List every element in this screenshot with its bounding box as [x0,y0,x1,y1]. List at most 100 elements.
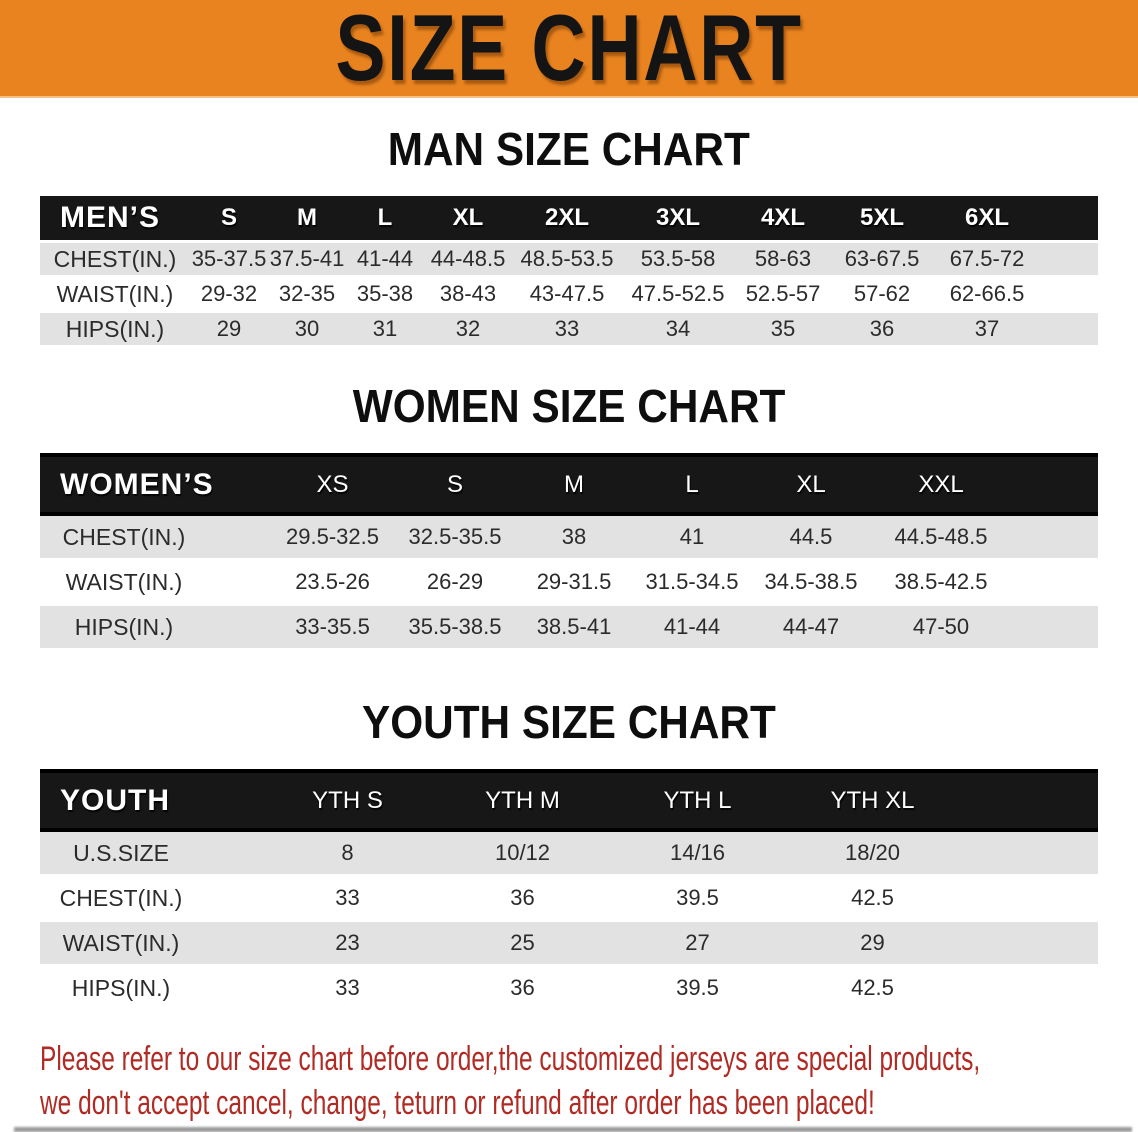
column-header-cell: YTH M [435,769,610,832]
value-cell: 42.5 [785,874,960,921]
table-row: WAIST(IN.) 29-32 32-35 35-38 38-43 43-47.5 47.… [40,275,1098,312]
column-header-cell: M [268,196,346,242]
spacer-cell [1011,603,1098,648]
column-header-cell: XS [270,453,395,516]
man-size-chart-heading-text: MAN SIZE CHART [387,123,751,175]
value-cell: 33-35.5 [270,603,395,648]
value-cell: 23.5-26 [270,558,395,605]
column-header-cell: YTH S [260,769,435,832]
spacer-cell [1042,275,1098,312]
row-label-cell: HIPS(IN.) [40,310,190,345]
value-cell: 36 [832,310,932,345]
value-cell: 30 [268,310,346,345]
value-cell: 38-43 [424,275,512,312]
column-header-cell: 3XL [622,196,734,242]
value-cell: 35 [734,310,832,345]
value-cell: 33 [260,964,435,1009]
table-row: WAIST(IN.) 23.5-26 26-29 29-31.5 31.5-34.5 34… [40,558,1098,605]
value-cell: 32 [424,310,512,345]
column-header-cell: XL [424,196,512,242]
table-row: HIPS(IN.) 33-35.5 35.5-38.5 38.5-41 41-44 44-… [40,603,1098,648]
row-label-cell: WAIST(IN.) [40,558,270,605]
value-cell: 38.5-41 [515,603,633,648]
value-cell: 37.5-41 [268,240,346,277]
value-cell: 29.5-32.5 [270,512,395,560]
value-cell: 47.5-52.5 [622,275,734,312]
table-title-cell: MEN’S [40,196,190,242]
row-label-cell: CHEST(IN.) [40,240,190,277]
table-title-cell: WOMEN’S [40,453,270,516]
table-row: CHEST(IN.) 29.5-32.5 32.5-35.5 38 41 44.5 44.5… [40,512,1098,560]
value-cell: 8 [260,828,435,876]
column-header-cell: 6XL [932,196,1042,242]
column-header-cell: 4XL [734,196,832,242]
value-cell: 44.5 [751,512,871,560]
value-cell: 44-48.5 [424,240,512,277]
spacer-cell [1042,310,1098,345]
disclaimer-line-1: Please refer to our size chart before or… [40,1040,981,1078]
column-header-cell: M [515,453,633,516]
value-cell: 10/12 [435,828,610,876]
value-cell: 33 [260,874,435,921]
row-label-cell: CHEST(IN.) [40,874,260,921]
column-header-cell: L [633,453,751,516]
value-cell: 43-47.5 [512,275,622,312]
table-title-cell: YOUTH [40,769,260,832]
column-header-cell: YTH L [610,769,785,832]
spacer-cell [1011,453,1098,516]
value-cell: 58-63 [734,240,832,277]
column-header-cell: 2XL [512,196,622,242]
spacer-cell [960,919,1098,966]
column-header-cell: S [190,196,268,242]
spacer-cell [1011,512,1098,560]
spacer-cell [960,769,1098,832]
table-row: HIPS(IN.) 29 30 31 32 33 34 35 36 37 [40,310,1098,345]
value-cell: 67.5-72 [932,240,1042,277]
column-header-cell: XXL [871,453,1011,516]
value-cell: 34.5-38.5 [751,558,871,605]
table-row: CHEST(IN.) 35-37.5 37.5-41 41-44 44-48.5 48.5… [40,240,1098,277]
table-row: CHEST(IN.) 33 36 39.5 42.5 [40,874,1098,921]
column-header-cell: L [346,196,424,242]
column-header-cell: 5XL [832,196,932,242]
table-row: U.S.SIZE 8 10/12 14/16 18/20 [40,828,1098,876]
value-cell: 41 [633,512,751,560]
value-cell: 29 [190,310,268,345]
value-cell: 35-38 [346,275,424,312]
value-cell: 44.5-48.5 [871,512,1011,560]
value-cell: 35-37.5 [190,240,268,277]
value-cell: 38 [515,512,633,560]
row-label-cell: HIPS(IN.) [40,964,260,1009]
value-cell: 35.5-38.5 [395,603,515,648]
header-row: WOMEN’S XS S M L XL XXL [40,453,1098,516]
value-cell: 48.5-53.5 [512,240,622,277]
women-size-table: WOMEN’S XS S M L XL XXL CHEST(IN.) 29.5-32.5 32.5… [40,453,1098,648]
value-cell: 39.5 [610,874,785,921]
spacer-cell [960,964,1098,1009]
spacer-cell [960,874,1098,921]
disclaimer: Please refer to our size chart before or… [40,1037,1138,1125]
bottom-edge-divider [14,1127,1132,1132]
value-cell: 31 [346,310,424,345]
men-size-table: MEN’S S M L XL 2XL 3XL 4XL 5XL 6XL CHEST(IN.) 35-37… [40,196,1098,345]
youth-size-table: YOUTH YTH S YTH M YTH L YTH XL U.S.SIZE 8 10/12… [40,769,1098,1009]
disclaimer-line-2: we don't accept cancel, change, teturn o… [40,1084,875,1122]
row-label-cell: CHEST(IN.) [40,512,270,560]
value-cell: 14/16 [610,828,785,876]
value-cell: 34 [622,310,734,345]
value-cell: 18/20 [785,828,960,876]
value-cell: 47-50 [871,603,1011,648]
header-row: MEN’S S M L XL 2XL 3XL 4XL 5XL 6XL [40,196,1098,242]
women-size-chart-heading-text: WOMEN SIZE CHART [352,380,786,432]
value-cell: 32.5-35.5 [395,512,515,560]
value-cell: 23 [260,919,435,966]
value-cell: 32-35 [268,275,346,312]
spacer-cell [1011,558,1098,605]
value-cell: 63-67.5 [832,240,932,277]
table-row: HIPS(IN.) 33 36 39.5 42.5 [40,964,1098,1009]
value-cell: 38.5-42.5 [871,558,1011,605]
row-label-cell: U.S.SIZE [40,828,260,876]
value-cell: 52.5-57 [734,275,832,312]
value-cell: 62-66.5 [932,275,1042,312]
column-header-cell: YTH XL [785,769,960,832]
